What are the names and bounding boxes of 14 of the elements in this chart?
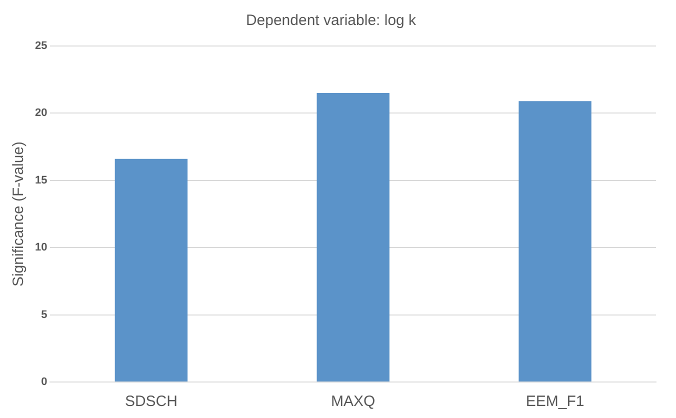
chart-title: Dependent variable: log k [246, 12, 417, 30]
bar [316, 93, 390, 382]
y-tick-label: 5 [41, 308, 48, 321]
y-tick-label: 15 [34, 174, 48, 186]
x-tick-label: EEM_F1 [526, 393, 584, 410]
y-tick-label: 10 [34, 242, 48, 254]
y-tick-label: 0 [41, 376, 48, 388]
y-tick-label: 25 [34, 40, 48, 52]
x-tick-label: SDSCH [124, 393, 178, 410]
x-tick-label: MAXQ [331, 393, 376, 410]
bar [114, 158, 188, 382]
y-axis-title: Significance (F-value) [10, 141, 28, 287]
bar [518, 101, 592, 382]
y-tick-label: 20 [34, 107, 48, 120]
